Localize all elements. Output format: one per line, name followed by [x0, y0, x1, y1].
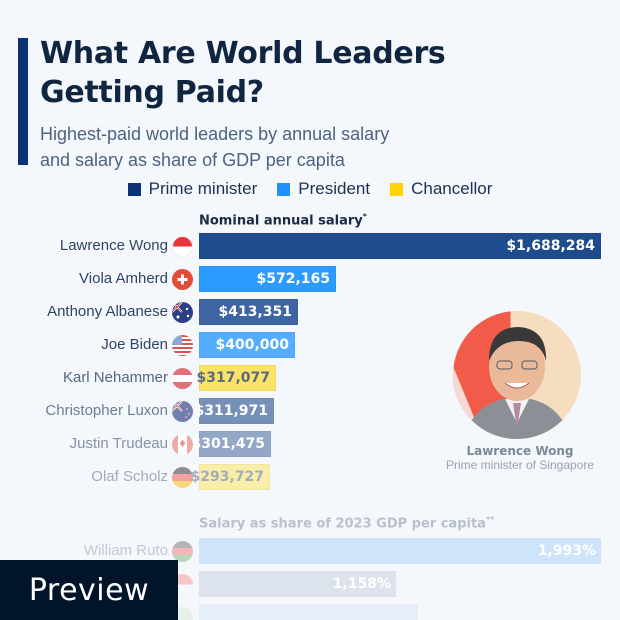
bar-value: $400,000: [215, 337, 289, 353]
australia-flag-icon: [172, 302, 193, 323]
bar-value: $317,077: [196, 370, 270, 386]
bar-value: 1,158%: [332, 576, 391, 592]
bar-value: $293,727: [190, 469, 264, 485]
gdp-share-bar: [199, 604, 418, 620]
subtitle-line-2: and salary as share of GDP per capita: [40, 150, 345, 170]
preview-badge: Preview: [0, 560, 178, 620]
legend-swatch-president: [277, 182, 291, 196]
bar-row: 1,158%: [0, 571, 620, 597]
switzerland-flag-icon: [172, 269, 193, 290]
legend-item-chancellor: Chancellor: [390, 179, 492, 199]
legend-label: Prime minister: [148, 179, 258, 198]
section-title: Salary as share of 2023 GDP per capita: [199, 516, 486, 532]
leader-portrait: [453, 311, 581, 439]
title-line-2: Getting Paid?: [40, 75, 264, 110]
legend-item-president: President: [277, 179, 370, 199]
singapore-flag-icon: [172, 236, 193, 257]
section-header-gdp-share: Salary as share of 2023 GDP per capita**: [199, 515, 494, 531]
bar-row: Justin Trudeau ♦ $301,475: [0, 431, 620, 457]
legend-swatch-chancellor: [390, 182, 404, 196]
gdp-share-bar: 1,158%: [199, 571, 396, 597]
canada-flag-icon: ♦: [172, 434, 193, 455]
chart-title: What Are World Leaders Getting Paid?: [40, 34, 446, 112]
bar-value: $1,688,284: [506, 238, 595, 254]
leader-name: Anthony Albanese: [47, 303, 168, 320]
salary-bar: $400,000: [199, 332, 295, 358]
section-header-salary: Nominal annual salary*: [199, 212, 367, 228]
salary-bar: $572,165: [199, 266, 336, 292]
germany-flag-icon: [172, 467, 193, 488]
leader-name: Lawrence Wong: [59, 237, 168, 254]
salary-bar: $301,475: [191, 431, 271, 457]
portrait-caption: Lawrence Wong Prime minister of Singapor…: [420, 444, 620, 472]
bar-row: Karl Nehammer $317,077: [0, 365, 620, 391]
leader-name: Olaf Scholz: [91, 468, 168, 485]
leader-name: Christopher Luxon: [45, 402, 168, 419]
portrait-name: Lawrence Wong: [466, 444, 574, 458]
bar-row: Anthony Albanese $413,351: [0, 299, 620, 325]
gdp-share-bar: 1,993%: [199, 538, 601, 564]
bar-row: Joe Biden $400,000: [0, 332, 620, 358]
bar-value: $301,475: [191, 436, 265, 452]
leader-name: Justin Trudeau: [69, 435, 168, 452]
salary-bar: $293,727: [190, 464, 270, 490]
bar-row: William Ruto 1,993%: [0, 538, 620, 564]
bar-value: $311,971: [194, 403, 268, 419]
leader-name: Karl Nehammer: [62, 369, 168, 386]
usa-flag-icon: [172, 335, 193, 356]
bar-row: Viola Amherd $572,165: [0, 266, 620, 292]
bar-value: $572,165: [256, 271, 330, 287]
legend-item-prime-minister: Prime minister: [127, 179, 258, 199]
bar-row: Lawrence Wong $1,688,284: [0, 233, 620, 259]
new-zealand-flag-icon: [172, 401, 193, 422]
chart-subtitle: Highest-paid world leaders by annual sal…: [40, 121, 389, 173]
portrait-role: Prime minister of Singapore: [445, 458, 595, 472]
bar-value: 1,993%: [537, 543, 596, 559]
salary-bar: $317,077: [196, 365, 276, 391]
austria-flag-icon: [172, 368, 193, 389]
person-portrait-icon: [453, 327, 571, 439]
legend-label: Chancellor: [411, 179, 493, 198]
legend-label: President: [298, 179, 371, 198]
preview-label: Preview: [28, 572, 150, 608]
salary-bar: $1,688,284: [199, 233, 601, 259]
title-accent-bar: [18, 38, 28, 165]
leader-name: William Ruto: [83, 542, 168, 559]
subtitle-line-1: Highest-paid world leaders by annual sal…: [40, 124, 390, 144]
leader-name: Joe Biden: [101, 336, 168, 353]
bar-row: Christopher Luxon $311,971: [0, 398, 620, 424]
title-line-1: What Are World Leaders: [40, 36, 446, 71]
footnote-mark: **: [485, 515, 495, 524]
bar-row: Olaf Scholz $293,727: [0, 464, 620, 490]
salary-bar: $413,351: [199, 299, 298, 325]
leader-name: Viola Amherd: [79, 270, 168, 287]
legend-swatch-prime-minister: [127, 182, 141, 196]
section-title: Nominal annual salary: [199, 213, 363, 229]
salary-bar: $311,971: [194, 398, 274, 424]
kenya-flag-icon: [172, 541, 193, 562]
legend: Prime minister President Chancellor: [0, 179, 620, 199]
bar-value: $413,351: [218, 304, 292, 320]
footnote-mark: *: [362, 212, 367, 221]
